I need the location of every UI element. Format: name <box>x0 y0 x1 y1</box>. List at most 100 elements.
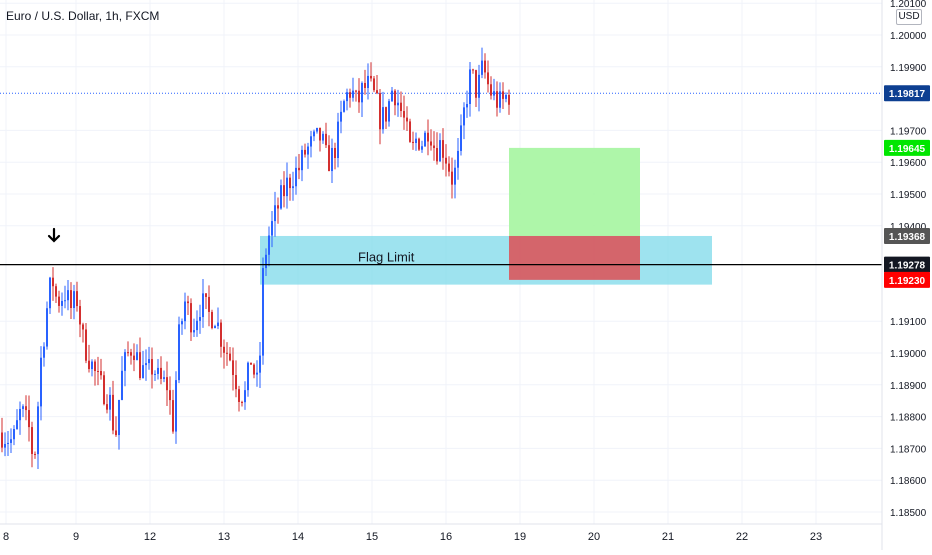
y-tick-label: 1.19100 <box>890 317 927 328</box>
candle <box>235 360 237 398</box>
candle <box>349 88 351 108</box>
candle <box>238 385 240 412</box>
candle <box>427 119 429 156</box>
price-tag-label: 1.19368 <box>889 232 926 243</box>
candle <box>214 324 216 329</box>
candle <box>313 129 315 142</box>
take-profit-zone[interactable] <box>509 147 640 236</box>
candle <box>484 53 486 79</box>
candle <box>220 319 222 358</box>
candle <box>397 89 399 117</box>
candle <box>166 361 168 406</box>
candle <box>421 140 423 153</box>
candle <box>43 342 45 367</box>
candle <box>505 92 507 103</box>
candle <box>418 137 420 151</box>
candle <box>415 132 417 151</box>
candle <box>217 307 219 330</box>
currency-button[interactable]: USD <box>896 9 922 25</box>
candle <box>106 394 108 414</box>
candle <box>508 89 510 115</box>
candle <box>403 95 405 130</box>
candle <box>205 293 207 310</box>
x-tick-label: 8 <box>3 531 9 543</box>
candle <box>307 142 309 169</box>
candle <box>229 347 231 362</box>
candle <box>169 376 171 415</box>
candle <box>175 371 177 444</box>
x-tick-label: 21 <box>662 531 674 543</box>
y-tick-label: 1.18800 <box>890 413 927 424</box>
candle <box>187 295 189 316</box>
x-tick-label: 19 <box>514 531 526 543</box>
candle <box>475 69 477 107</box>
candle <box>352 77 354 102</box>
candle <box>298 154 300 180</box>
candle <box>172 389 174 434</box>
candle <box>391 87 393 103</box>
candle <box>412 131 414 150</box>
candle <box>316 127 318 134</box>
stop-loss-zone[interactable] <box>509 235 640 280</box>
flag-limit-label: Flag Limit <box>358 249 415 264</box>
candle <box>433 131 435 161</box>
candle <box>88 344 90 373</box>
candle <box>154 370 156 381</box>
candle <box>163 370 165 383</box>
candle <box>373 75 375 93</box>
y-tick-label: 1.19700 <box>890 126 927 137</box>
price-tag-label: 1.19645 <box>889 144 926 155</box>
candle <box>274 191 276 237</box>
grid <box>0 0 882 524</box>
candle <box>61 292 63 316</box>
price-tag: 1.19230 <box>884 271 930 288</box>
price-tags: 1.19817 1.19645 1.19368 1.19278 1.19230 <box>884 85 930 288</box>
candle <box>202 278 204 328</box>
candle <box>145 349 147 381</box>
candle <box>31 421 33 468</box>
candle <box>400 91 402 118</box>
candle <box>7 430 9 456</box>
y-tick-label: 1.19900 <box>890 63 927 74</box>
candle <box>376 75 378 95</box>
candle <box>208 285 210 327</box>
candle <box>151 347 153 389</box>
candle <box>133 343 135 372</box>
candle <box>460 114 462 156</box>
candle <box>13 425 15 446</box>
candle <box>121 356 123 401</box>
candle <box>265 248 267 276</box>
candle <box>424 130 426 148</box>
x-tick-label: 13 <box>218 531 230 543</box>
candle <box>283 171 285 208</box>
candle <box>367 63 369 100</box>
candle <box>58 290 60 313</box>
flag-limit-zone[interactable] <box>260 235 712 285</box>
candle <box>10 428 12 454</box>
candle <box>310 130 312 158</box>
y-tick-label: 1.19400 <box>890 222 927 233</box>
price-tag: 1.19645 <box>884 139 930 156</box>
candle <box>334 142 336 170</box>
price-tag-label: 1.19278 <box>889 261 926 272</box>
candle <box>148 346 150 370</box>
candle <box>442 128 444 170</box>
candle <box>91 359 93 377</box>
candle <box>319 127 321 152</box>
candle <box>493 78 495 101</box>
candle <box>253 363 255 379</box>
candle <box>70 282 72 319</box>
candle <box>262 257 264 365</box>
candle <box>364 69 366 95</box>
candle <box>325 122 327 148</box>
x-tick-label: 23 <box>810 531 822 543</box>
x-tick-label: 14 <box>292 531 304 543</box>
price-lines <box>0 92 882 266</box>
candle <box>436 132 438 165</box>
candle <box>49 276 51 315</box>
candle <box>199 304 201 334</box>
candle <box>34 451 36 459</box>
candle <box>157 359 159 380</box>
